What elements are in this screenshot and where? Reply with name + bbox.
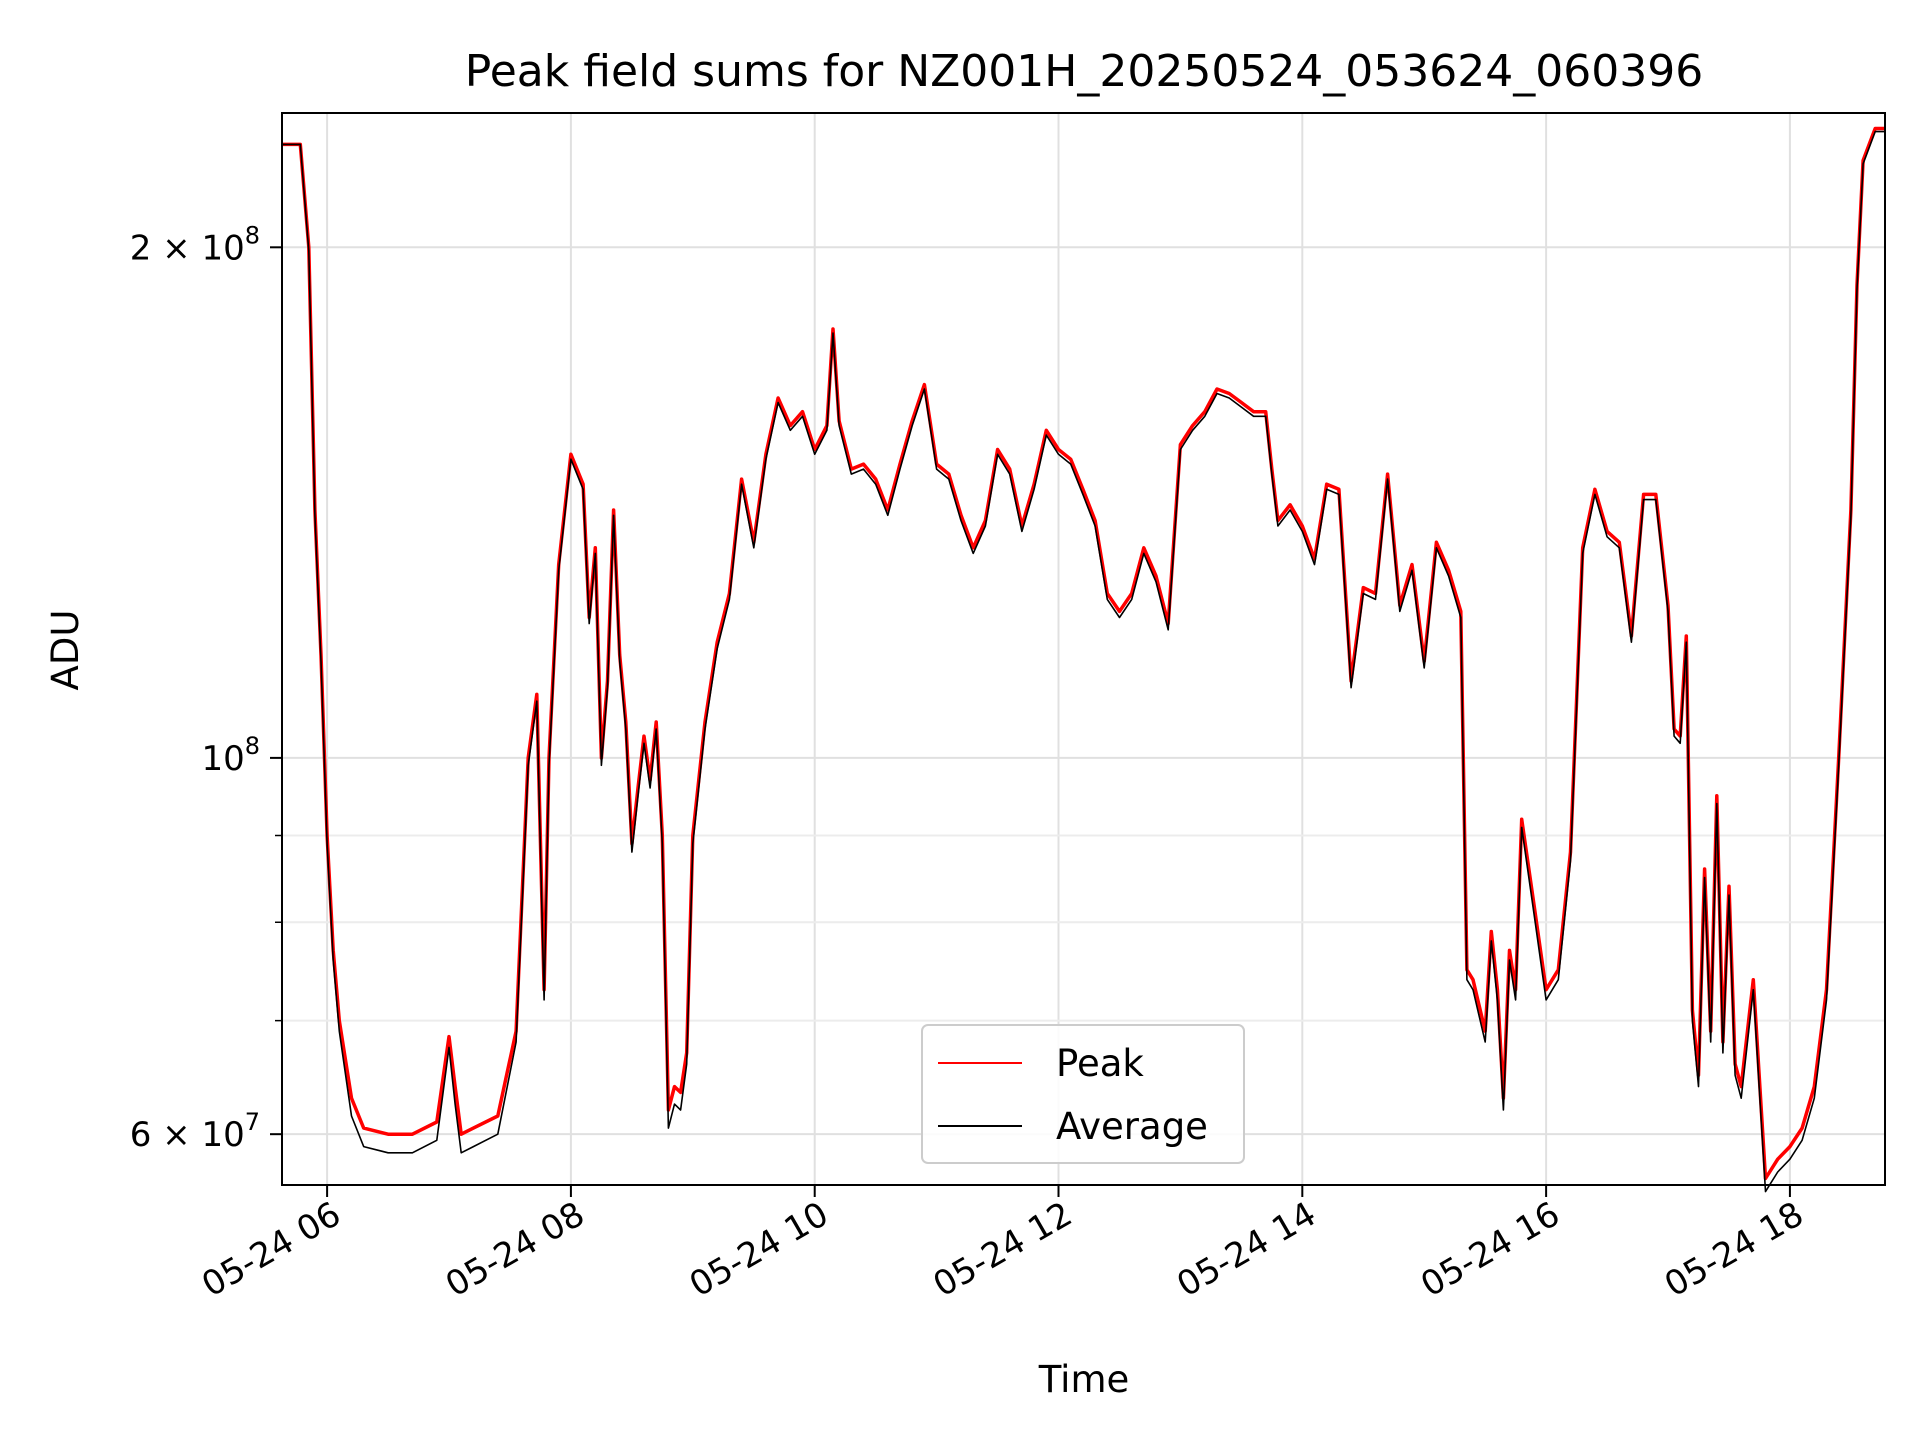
y-tick-exponent: 7 <box>245 1108 260 1136</box>
series-layer <box>282 126 1885 1193</box>
legend-label-peak: Peak <box>1056 1042 1144 1085</box>
y-tick-mantissa: 2 <box>130 228 152 268</box>
y-axis-label: ADU <box>44 610 87 691</box>
legend-label-average: Average <box>1056 1105 1208 1148</box>
legend-box <box>921 1024 1245 1164</box>
y-tick-label: 6 × 107 <box>130 1108 260 1155</box>
y-tick-exponent: 8 <box>245 732 260 760</box>
legend: Peak Average <box>921 1024 1245 1164</box>
chart-title: Peak field sums for NZ001H_20250524_0536… <box>465 46 1703 97</box>
y-ticks: 6 × 107 108 2 × 108 <box>130 221 282 1155</box>
y-tick-label: 108 <box>201 732 260 779</box>
y-tick-label: 2 × 108 <box>130 221 260 268</box>
y-tick-mantissa: 6 <box>130 1115 152 1155</box>
y-tick-exponent: 8 <box>245 221 260 249</box>
series-line-average <box>282 130 1885 1193</box>
x-axis-label: Time <box>1038 1358 1130 1401</box>
plot-frame <box>281 112 1886 1186</box>
